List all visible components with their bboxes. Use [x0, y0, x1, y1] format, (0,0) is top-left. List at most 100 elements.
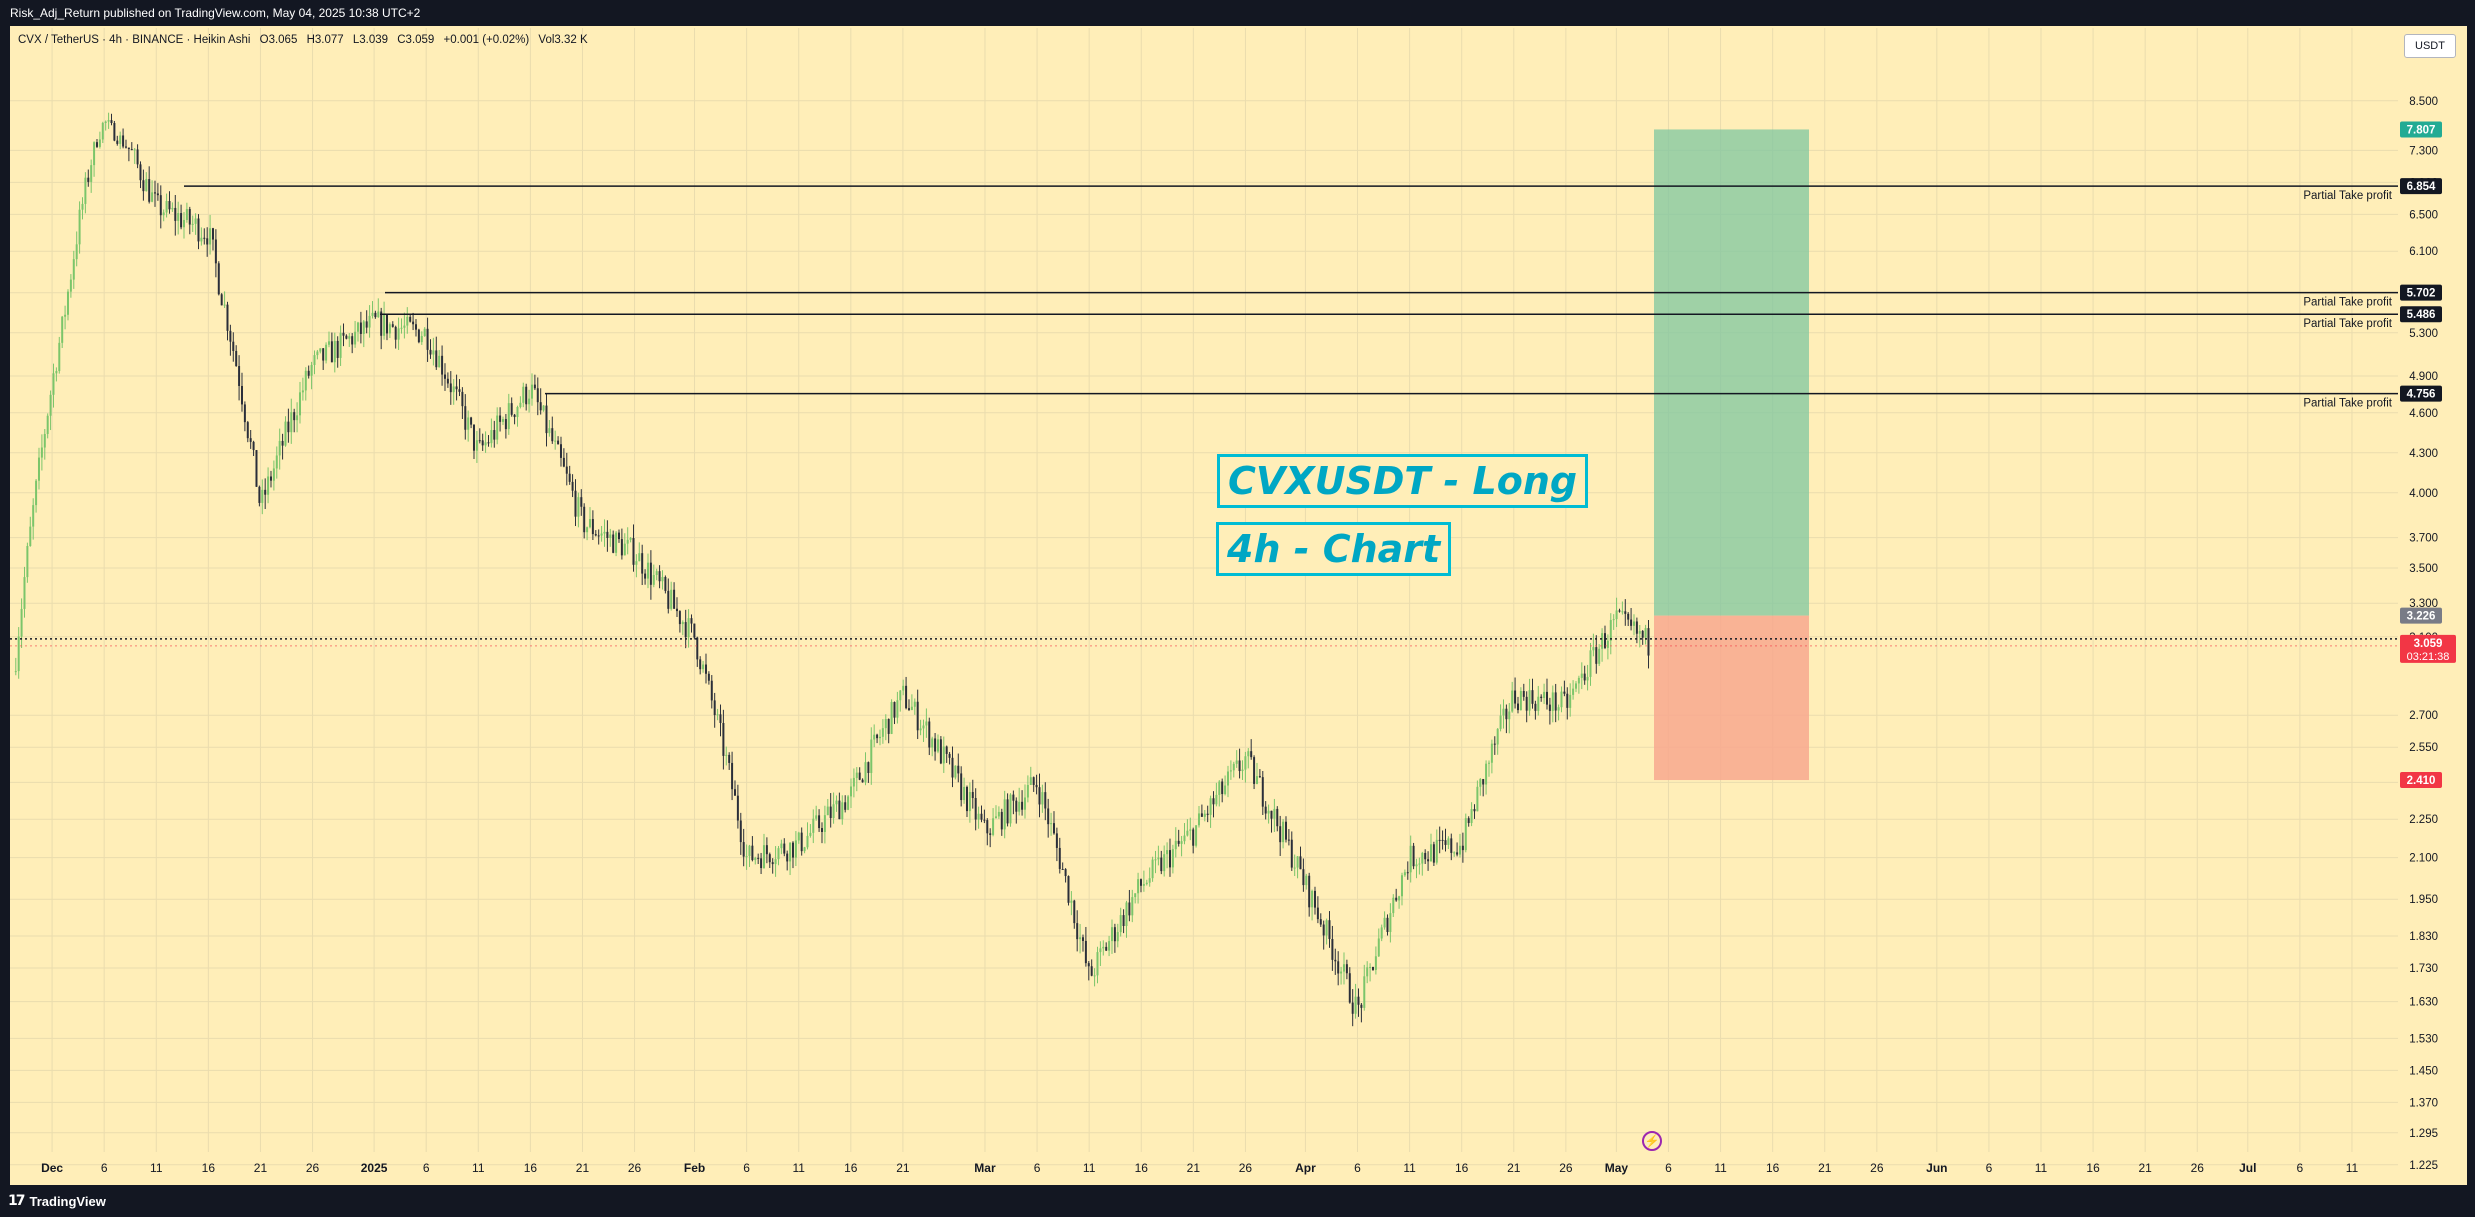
candle-body — [478, 440, 481, 442]
candle-body — [907, 708, 910, 710]
candle-body — [351, 336, 354, 345]
candle-body — [385, 314, 388, 334]
candle-body — [1148, 878, 1151, 883]
candle-body — [1209, 798, 1212, 815]
candle-body — [847, 796, 850, 810]
candle-body — [1200, 813, 1203, 817]
candle-body — [43, 433, 46, 448]
candle-body — [835, 800, 838, 805]
y-tick-label: 1.370 — [2409, 1097, 2438, 1109]
candle-body — [910, 706, 913, 710]
candle-body — [855, 772, 858, 778]
candle-body — [293, 412, 296, 421]
candle-body — [626, 539, 629, 544]
legend-low: L3.039 — [352, 34, 389, 46]
currency-button[interactable]: USDT — [2404, 34, 2456, 58]
candle-body — [812, 818, 815, 833]
candle-body — [562, 457, 565, 467]
candle-body — [1264, 806, 1267, 814]
chart-title-annotation[interactable]: CVXUSDT - Long — [1217, 454, 1589, 508]
candle-body — [1319, 919, 1322, 925]
entry-price-tag — [2400, 607, 2442, 624]
y-tick-label: 4.900 — [2409, 371, 2438, 383]
candle-body — [902, 685, 905, 691]
x-tick-label: 6 — [1034, 1161, 1041, 1175]
candle-body — [1400, 875, 1403, 897]
candle-body — [707, 673, 710, 681]
lightning-icon[interactable]: ⚡ — [1642, 1131, 1662, 1151]
candle-body — [820, 828, 823, 832]
candle-body — [1058, 847, 1061, 869]
candle-body — [1139, 879, 1142, 886]
candle-body — [757, 857, 760, 859]
take-profit-label: Partial Take profit — [2303, 318, 2392, 330]
candle-body — [1325, 920, 1328, 936]
candle-body — [1427, 859, 1430, 862]
candle-body — [278, 440, 281, 456]
chart-title-text: CVXUSDT - Long — [1228, 459, 1578, 503]
candle-body — [542, 405, 545, 411]
candle-body — [728, 754, 731, 763]
candle-body — [751, 845, 754, 861]
x-tick-label: 6 — [1986, 1161, 1993, 1175]
candle-body — [548, 428, 551, 434]
candle-body — [211, 228, 214, 240]
candle-body — [731, 762, 734, 790]
candle-body — [713, 700, 716, 716]
candle-body — [522, 386, 525, 403]
candle-body — [777, 848, 780, 860]
candle-body — [1067, 876, 1070, 903]
x-tick-label: 6 — [743, 1161, 750, 1175]
candle-body — [499, 415, 502, 422]
legend-symbol[interactable]: CVX / TetherUS · 4h · BINANCE · Heikin A… — [18, 34, 251, 46]
take-profit-price: 4.756 — [2407, 389, 2436, 401]
candle-body — [1116, 932, 1119, 942]
candle-body — [1226, 771, 1229, 786]
candle-body — [704, 664, 707, 674]
candle-body — [1525, 696, 1528, 711]
candle-body — [1322, 924, 1325, 936]
tradingview-logo-icon[interactable]: 17 — [8, 1193, 26, 1209]
candle-body — [1545, 691, 1548, 705]
candle-body — [858, 772, 861, 780]
candle-body — [1247, 751, 1250, 757]
candle-body — [133, 149, 136, 151]
x-tick-label: Jun — [1926, 1161, 1947, 1175]
candle-body — [1421, 852, 1424, 864]
candle-body — [965, 786, 968, 812]
candle-body — [316, 351, 319, 356]
candle-body — [1403, 872, 1406, 876]
candle-body — [873, 734, 876, 740]
x-tick-label: 11 — [1714, 1161, 1727, 1175]
y-tick-label: 3.500 — [2409, 563, 2438, 575]
candle-body — [565, 466, 568, 474]
candle-body — [791, 842, 794, 858]
candle-body — [191, 223, 194, 225]
candle-body — [786, 853, 789, 862]
footer-brand[interactable]: TradingView — [29, 1193, 106, 1209]
candle-body — [881, 728, 884, 737]
candle-body — [235, 350, 238, 367]
candle-body — [75, 244, 78, 260]
candle-body — [615, 532, 618, 553]
candle-body — [664, 577, 667, 591]
candle-body — [1557, 707, 1560, 711]
candle-body — [809, 832, 812, 836]
candle-body — [1122, 915, 1125, 927]
publisher-text: Risk_Adj_Return published on TradingView… — [10, 6, 421, 20]
candle-body — [609, 534, 612, 539]
candle-body — [101, 122, 104, 140]
candle-body — [275, 455, 278, 469]
candle-body — [472, 424, 475, 451]
candle-body — [968, 792, 971, 812]
candle-body — [780, 843, 783, 849]
candle-body — [1009, 794, 1012, 824]
candle-body — [1296, 856, 1299, 868]
chart-subtitle-annotation[interactable]: 4h - Chart — [1216, 522, 1452, 576]
candle-body — [1255, 776, 1258, 784]
take-profit-label: Partial Take profit — [2303, 297, 2392, 309]
candle-body — [281, 440, 284, 446]
candle-body — [684, 622, 687, 638]
candle-body — [1537, 696, 1540, 711]
